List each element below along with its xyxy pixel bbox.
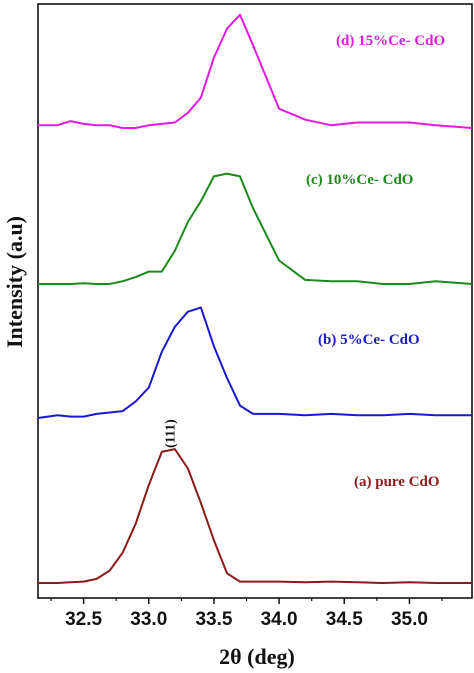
x-axis-title: 2θ (deg) [219,644,295,669]
series-label-2: (b) 5%Ce- CdO [318,332,420,348]
y-axis-title: Intensity (a.u) [2,216,27,348]
series-labels: (a) pure CdO (b) 5%Ce- CdO (c) 10%Ce- CdO (… [163,33,445,490]
peak-annotation: (111) [163,419,178,448]
x-tick-label: 33.0 [130,609,167,630]
series-label-1: (a) pure CdO [354,474,440,490]
series-layer [37,13,473,584]
series-line-2 [37,306,472,419]
x-tick-label: 33.5 [195,609,232,630]
series-label-3: (c) 10%Ce- CdO [306,172,413,188]
x-tick-label: 32.5 [65,609,102,630]
plot-border [37,3,473,599]
series-line-4 [38,13,473,129]
series-label-4: (d) 15%Ce- CdO [336,33,445,49]
x-tick-label: 34.5 [326,609,363,630]
series-line-3 [38,172,473,285]
x-tick-label: 34.0 [261,609,298,630]
plot-frame [37,3,473,599]
x-tick-label: 35.0 [391,609,428,630]
x-axis-ticks: 32.5 33.0 33.5 34.0 34.5 35.0 [50,598,443,630]
series-line-1 [38,448,472,584]
